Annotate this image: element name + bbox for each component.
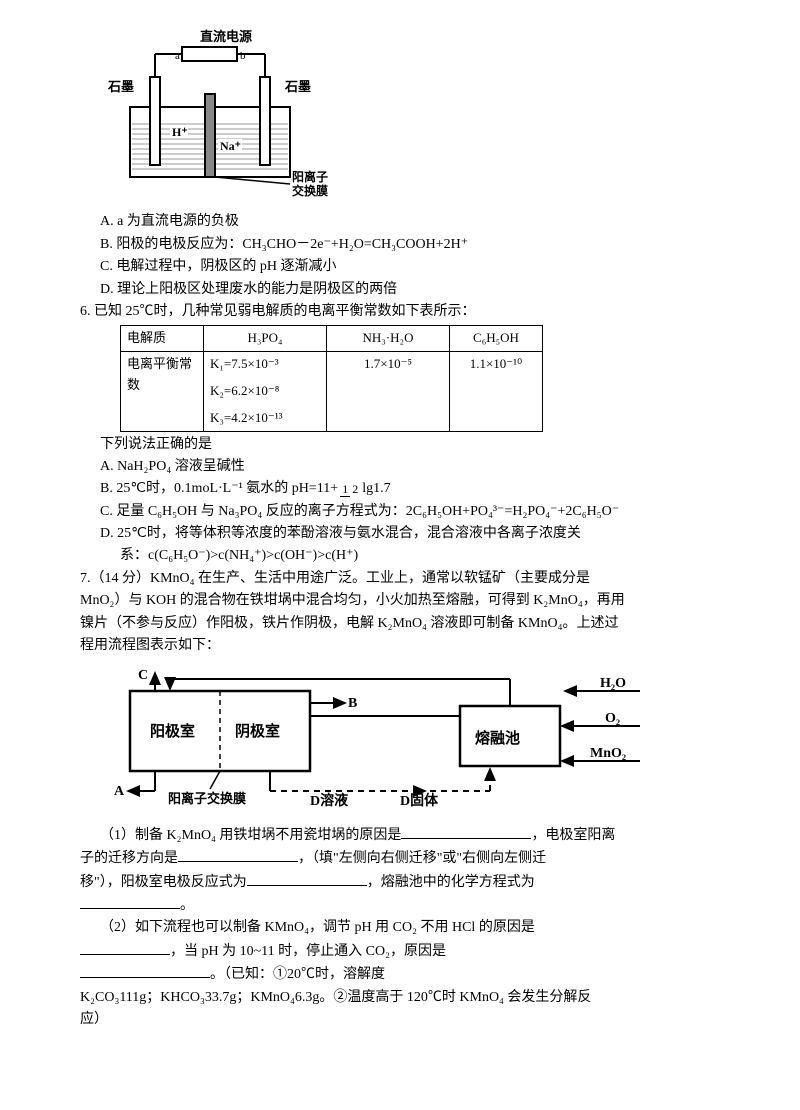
q6-option-b: B. 25℃时，0.1moL·L⁻¹ 氨水的 pH=11+12lg1.7 [40, 478, 760, 500]
svg-text:石墨: 石墨 [284, 79, 311, 94]
q7-p2-line3: 。（已知：①20℃时，溶解度 [40, 963, 760, 986]
svg-text:阳离子: 阳离子 [292, 169, 328, 184]
q5-option-d: D. 理论上阳极区处理废水的能力是阴极区的两倍 [40, 279, 760, 301]
svg-text:D固体: D固体 [400, 792, 439, 809]
svg-text:D溶液: D溶液 [310, 792, 349, 809]
q6-option-d-l1: D. 25℃时，将等体积等浓度的苯酚溶液与氨水混合，混合溶液中各离子浓度关 [40, 523, 760, 545]
dc-source-label: 直流电源 [200, 29, 252, 44]
electrolysis-diagram: 直流电源 a b 石墨 石墨 H⁺ Na⁺ 阳离子 交换膜 [100, 29, 760, 207]
q7-p2-line2: ，当 pH 为 10~11 时，停止通入 CO₂，原因是 [40, 940, 760, 963]
q6-stem: 6. 已知 25℃时，几种常见弱电解质的电离平衡常数如下表所示： [40, 301, 760, 323]
q5-option-a: A. a 为直流电源的负极 [40, 211, 760, 233]
svg-text:Na⁺: Na⁺ [220, 139, 241, 153]
svg-text:A: A [114, 784, 125, 799]
q6-substem: 下列说法正确的是 [40, 434, 760, 456]
q6-table: 电解质 H₃PO₄ NH₃·H₂O C₆H₅OH 电离平衡常数 K₁=7.5×1… [120, 325, 543, 431]
q7-p1-line1: （1）制备 K₂MnO₄ 用铁坩埚不用瓷坩埚的原因是，电极室阳离 [40, 824, 760, 847]
svg-text:O₂: O₂ [605, 711, 620, 726]
svg-text:阴极室: 阴极室 [235, 722, 280, 740]
q7-stem-l3: 镍片（不参与反应）作阳极，铁片作阴极，电解 K₂MnO₄ 溶液即可制备 KMnO… [40, 613, 760, 635]
q6-option-d-l2: 系：c(C₆H₅O⁻)>c(NH₄⁺)>c(OH⁻)>c(H⁺) [40, 545, 760, 567]
svg-text:a: a [175, 50, 180, 62]
q7-stem-l4: 程用流程图表示如下： [40, 635, 760, 657]
q7-p2-line5: 应） [40, 1009, 760, 1031]
q7-p2-line1: （2）如下流程也可以制备 KMnO₄，调节 pH 用 CO₂ 不用 HCl 的原… [40, 917, 760, 939]
q6-option-c: C. 足量 C₆H₅OH 与 Na₃PO₄ 反应的离子方程式为：2C₆H₅OH+… [40, 501, 760, 523]
q6-option-a: A. NaH₂PO₄ 溶液呈碱性 [40, 456, 760, 478]
svg-text:阳极室: 阳极室 [150, 722, 195, 740]
q5-option-b: B. 阳极的电极反应为：CH₃CHO－2e⁻+H₂O=CH₃COOH+2H⁺ [40, 234, 760, 256]
svg-text:熔融池: 熔融池 [475, 729, 520, 747]
svg-text:b: b [240, 50, 246, 62]
q7-p2-line4: K₂CO₃111g；KHCO₃33.7g；KMnO₄6.3g。②温度高于 120… [40, 987, 760, 1009]
svg-text:H⁺: H⁺ [172, 125, 188, 139]
q7-p1-line4: 。 [40, 894, 760, 917]
svg-text:H₂O: H₂O [600, 676, 626, 691]
svg-text:阳离子交换膜: 阳离子交换膜 [168, 791, 246, 806]
q7-stem-l2: MnO₂）与 KOH 的混合物在铁坩埚中混合均匀，小火加热至熔融，可得到 K₂M… [40, 590, 760, 612]
svg-text:石墨: 石墨 [107, 79, 134, 94]
q7-stem-l1: 7.（14 分）KMnO₄ 在生产、生活中用途广泛。工业上，通常以软锰矿（主要成… [40, 568, 760, 590]
svg-text:MnO₂: MnO₂ [590, 746, 626, 761]
flow-diagram: 阳极室 阴极室 C B A 阳离子交换膜 D溶液 D固体 熔融池 H₂O O₂ … [110, 661, 760, 819]
q5-option-c: C. 电解过程中，阴极区的 pH 逐渐减小 [40, 256, 760, 278]
svg-text:B: B [348, 696, 357, 711]
q7-p1-line2: 子的迁移方向是，（填"左侧向右侧迁移"或"右侧向左侧迁 [40, 847, 760, 870]
svg-text:交换膜: 交换膜 [292, 183, 328, 198]
q7-p1-line3: 移"），阳极室电极反应式为，熔融池中的化学方程式为 [40, 871, 760, 894]
svg-text:C: C [138, 668, 148, 683]
